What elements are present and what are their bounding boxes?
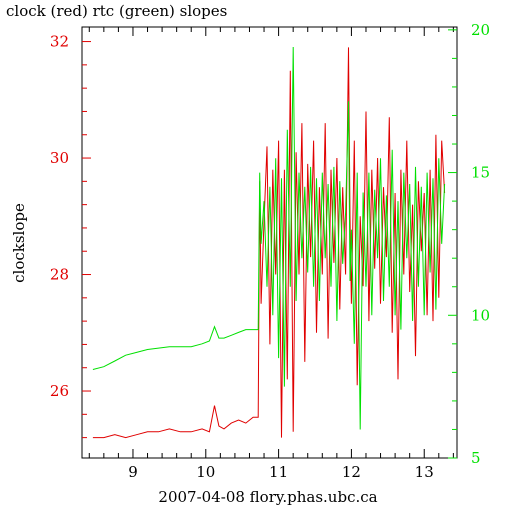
y-left-tick-label: 28 <box>50 266 69 284</box>
y-left-tick-label: 30 <box>50 149 69 167</box>
clock-series-line <box>92 47 446 439</box>
chart-title: clock (red) rtc (green) slopes <box>6 2 227 20</box>
x-tick-label: 10 <box>196 463 215 481</box>
tick-layer: 9 10 11 12 13 26 28 30 32 5 10 15 20 <box>50 21 490 481</box>
rtc-series-line <box>92 46 446 430</box>
y-right-tick-label: 10 <box>471 306 490 324</box>
y-right-tick-label: 5 <box>471 449 481 467</box>
y-right-tick-label: 20 <box>471 21 490 39</box>
x-tick-label: 12 <box>342 463 361 481</box>
x-axis-label: 2007-04-08 flory.phas.ubc.ca <box>158 488 377 506</box>
series-layer <box>92 46 446 439</box>
x-tick-label: 13 <box>415 463 434 481</box>
y-left-tick-label: 26 <box>50 382 69 400</box>
x-tick-label: 11 <box>269 463 288 481</box>
y-right-tick-label: 15 <box>471 164 490 182</box>
plot-frame <box>81 26 458 459</box>
y-left-tick-label: 32 <box>50 33 69 51</box>
x-tick-label: 9 <box>128 463 138 481</box>
y-axis-label: clockslope <box>10 203 28 283</box>
